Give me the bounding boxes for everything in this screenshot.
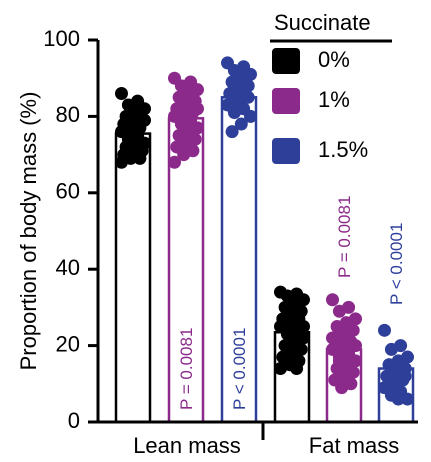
data-point (349, 339, 362, 353)
legend-swatch (272, 88, 300, 114)
data-point (391, 392, 405, 406)
data-point (280, 308, 294, 322)
data-point (133, 151, 147, 165)
data-point (168, 155, 181, 169)
y-tick-label: 60 (56, 179, 80, 204)
data-point (121, 129, 135, 142)
data-point (382, 358, 396, 372)
y-tick-label: 0 (68, 408, 80, 433)
bars-layer (114, 96, 415, 424)
data-point (297, 320, 310, 333)
data-point (232, 79, 246, 93)
x-category-label-lean: Lean mass (133, 433, 241, 458)
data-point (398, 369, 412, 383)
p-value-label: P < 0.0001 (230, 328, 249, 410)
data-point (401, 392, 414, 406)
y-tick-label: 40 (56, 255, 80, 280)
p-value-label: P < 0.0001 (387, 223, 406, 305)
p-value-label: P = 0.0081 (335, 196, 354, 278)
data-point (227, 106, 241, 120)
points-layer (115, 56, 414, 406)
legend-title: Succinate (274, 10, 371, 35)
data-point (177, 148, 191, 162)
data-point (326, 331, 339, 345)
legend-entry-label: 1.5% (318, 137, 368, 162)
data-point (384, 342, 398, 356)
data-point (335, 381, 349, 395)
data-point (244, 109, 257, 123)
legend-entry-label: 0% (318, 47, 350, 72)
data-point (115, 86, 128, 100)
legend: Succinate 0% 1% 1.5% (270, 10, 392, 164)
y-tick-label: 100 (43, 26, 80, 51)
data-point (326, 293, 339, 307)
p-value-label: P = 0.0081 (177, 328, 196, 410)
x-category-label-fat: Fat mass (309, 433, 399, 458)
data-point (290, 362, 304, 376)
legend-swatch (272, 48, 300, 74)
y-tick-label: 20 (56, 331, 80, 356)
data-point (234, 117, 248, 131)
data-point (115, 155, 128, 169)
data-point (174, 117, 188, 131)
bar (220, 96, 258, 424)
data-point (332, 304, 346, 318)
p-values-layer: P = 0.0081 P = 0.0081 P < 0.0001 P < 0.0001 (177, 196, 406, 410)
y-axis-title: Proportion of body mass (%) (16, 92, 41, 371)
data-point (225, 125, 239, 139)
data-point (131, 136, 145, 150)
y-ticks-layer: 0 20 40 60 80 100 (43, 26, 98, 433)
data-point (191, 102, 204, 116)
data-point (378, 323, 391, 337)
legend-entry-label: 1% (318, 87, 350, 112)
y-tick-label: 80 (56, 102, 80, 127)
data-point (241, 90, 255, 104)
data-point (274, 362, 287, 376)
data-point (332, 354, 346, 368)
axes-layer (96, 40, 418, 440)
data-point (138, 113, 151, 127)
legend-swatch (272, 138, 300, 164)
bar (114, 132, 152, 424)
